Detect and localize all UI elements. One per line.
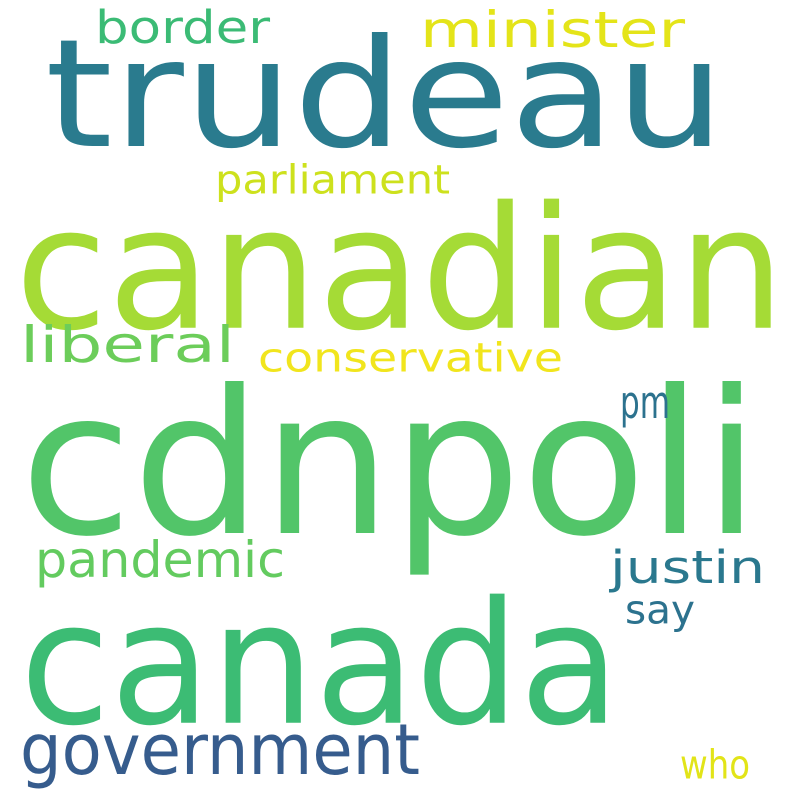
word-canadian: canadian <box>15 169 785 369</box>
word-pandemic: pandemic <box>35 530 285 589</box>
word-canada: canada <box>20 564 620 764</box>
word-pm: pm <box>620 375 670 429</box>
word-border: border <box>95 0 270 54</box>
word-conservative: conservative <box>258 334 563 382</box>
word-justin: justin <box>610 540 765 594</box>
word-government: government <box>20 708 420 791</box>
word-parliament: parliament <box>215 156 450 204</box>
word-who: who <box>680 741 750 789</box>
word-trudeau: trudeau <box>45 6 725 182</box>
word-minister: minister <box>420 0 685 59</box>
word-liberal: liberal <box>20 315 235 374</box>
word-say: say <box>625 586 695 634</box>
word-cdnpoli: cdnpoli <box>20 347 761 581</box>
